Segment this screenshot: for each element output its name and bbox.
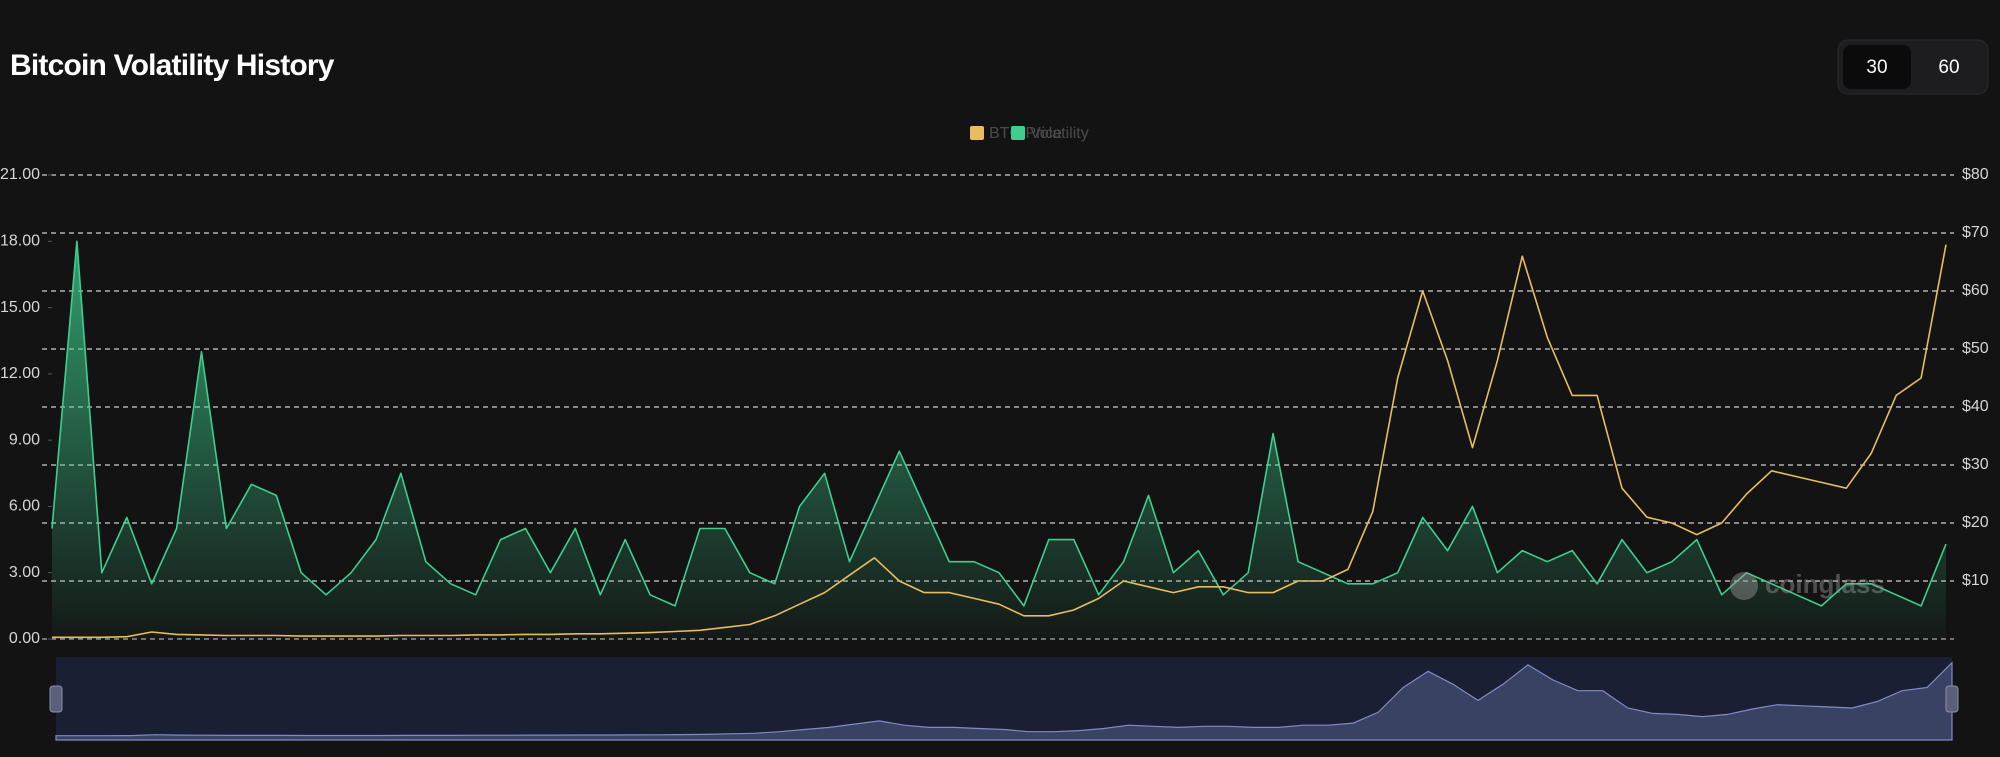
period-button-label[interactable]: 30 [1866, 57, 1887, 78]
watermark: coinglass [1765, 569, 1885, 599]
price-line [52, 244, 1947, 639]
volatility-area [52, 241, 1946, 640]
navigator-handle[interactable] [49, 685, 63, 713]
y-tick-label: 12.00 [0, 365, 40, 382]
watermark-logo [1730, 572, 1758, 600]
y2-tick-label: $60 [1962, 282, 1989, 299]
y-tick-label: 6.00 [9, 498, 40, 515]
y2-tick-label: $40 [1962, 398, 1989, 415]
y2-tick-label: $30 [1962, 456, 1989, 473]
legend-label[interactable]: BTC Price [989, 125, 1062, 142]
y2-tick-label: $20 [1962, 514, 1989, 531]
y2-tick-label: $10 [1962, 572, 1989, 589]
y-tick-label: 0.00 [9, 630, 40, 647]
legend-swatch[interactable] [970, 126, 984, 140]
y2-tick-label: $50 [1962, 340, 1989, 357]
period-button[interactable] [1843, 45, 1911, 89]
navigator-handle[interactable] [1945, 685, 1959, 713]
legend-label[interactable]: Volatility [1030, 125, 1089, 142]
legend-swatch[interactable] [1011, 126, 1025, 140]
volatility-line [51, 240, 1947, 607]
chart-title: Bitcoin Volatility History [10, 49, 335, 82]
y2-tick-label: $80 [1962, 166, 1989, 183]
period-button-label[interactable]: 60 [1938, 57, 1959, 78]
y-tick-label: 18.00 [0, 233, 40, 250]
y2-tick-label: $70 [1962, 224, 1989, 241]
y-tick-label: 3.00 [9, 564, 40, 581]
y-tick-label: 15.00 [0, 299, 40, 316]
y-tick-label: 21.00 [0, 166, 40, 183]
y-tick-label: 9.00 [9, 431, 40, 448]
navigator-area [55, 661, 1953, 741]
